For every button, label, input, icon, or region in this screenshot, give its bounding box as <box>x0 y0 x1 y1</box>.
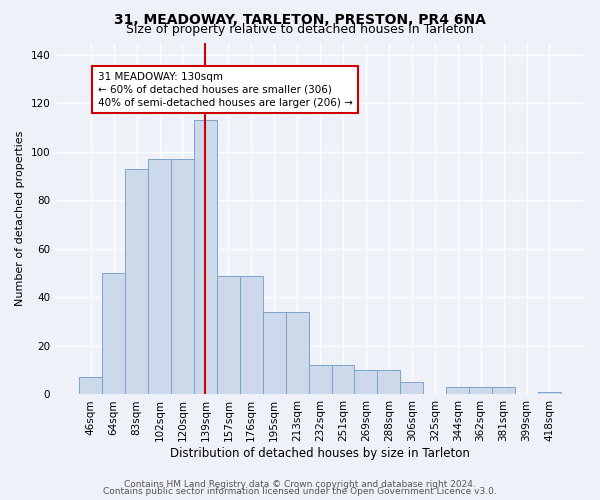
Text: Contains HM Land Registry data © Crown copyright and database right 2024.: Contains HM Land Registry data © Crown c… <box>124 480 476 489</box>
Text: Contains public sector information licensed under the Open Government Licence v3: Contains public sector information licen… <box>103 488 497 496</box>
Bar <box>79 378 102 394</box>
Bar <box>355 370 377 394</box>
Bar <box>217 276 240 394</box>
X-axis label: Distribution of detached houses by size in Tarleton: Distribution of detached houses by size … <box>170 447 470 460</box>
Bar <box>240 276 263 394</box>
Bar <box>332 366 355 394</box>
Bar <box>171 159 194 394</box>
Bar <box>263 312 286 394</box>
Text: 31, MEADOWAY, TARLETON, PRESTON, PR4 6NA: 31, MEADOWAY, TARLETON, PRESTON, PR4 6NA <box>114 12 486 26</box>
Bar <box>286 312 308 394</box>
Bar <box>377 370 400 394</box>
Bar <box>125 168 148 394</box>
Text: 31 MEADOWAY: 130sqm
← 60% of detached houses are smaller (306)
40% of semi-detac: 31 MEADOWAY: 130sqm ← 60% of detached ho… <box>98 72 352 108</box>
Bar <box>102 273 125 394</box>
Bar <box>469 387 492 394</box>
Y-axis label: Number of detached properties: Number of detached properties <box>15 131 25 306</box>
Bar <box>400 382 423 394</box>
Bar <box>538 392 561 394</box>
Bar <box>308 366 332 394</box>
Bar <box>446 387 469 394</box>
Bar <box>492 387 515 394</box>
Bar <box>194 120 217 394</box>
Text: Size of property relative to detached houses in Tarleton: Size of property relative to detached ho… <box>126 22 474 36</box>
Bar <box>148 159 171 394</box>
